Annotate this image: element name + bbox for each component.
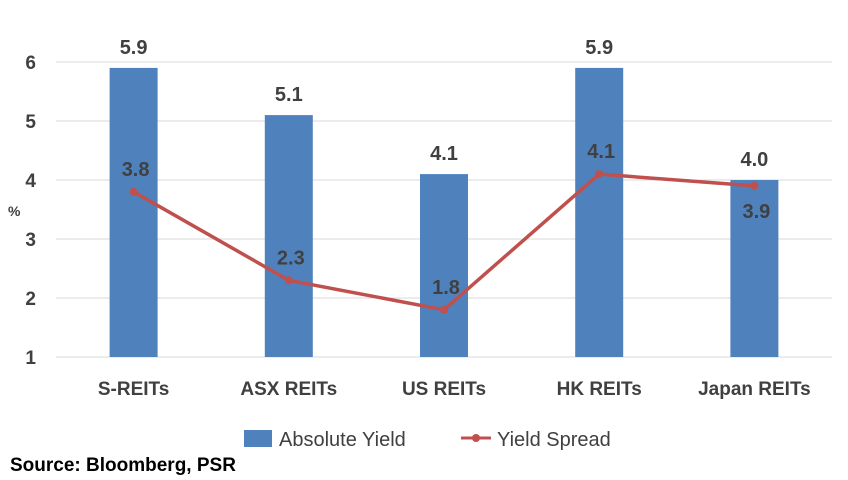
bar-value-label: 4.1 bbox=[430, 143, 458, 165]
legend-line-marker bbox=[472, 434, 480, 442]
line-point bbox=[595, 170, 604, 179]
bar-series: 5.9 5.1 4.1 5.9 4.0 bbox=[109, 37, 779, 358]
bar bbox=[109, 67, 158, 358]
x-category-label: ASX REITs bbox=[240, 379, 337, 400]
legend-bar-swatch bbox=[244, 430, 272, 447]
bar-value-label: 4.0 bbox=[740, 149, 768, 171]
bar-value-label: 5.1 bbox=[275, 84, 303, 106]
bar bbox=[575, 67, 624, 358]
bar bbox=[264, 115, 313, 357]
line-point bbox=[284, 276, 293, 285]
bar-value-label: 5.9 bbox=[585, 37, 613, 59]
line-value-label: 3.9 bbox=[742, 201, 770, 223]
line-point bbox=[129, 187, 138, 196]
legend-line-label: Yield Spread bbox=[497, 429, 611, 451]
line-value-label: 1.8 bbox=[432, 277, 460, 299]
y-tick-label: 4 bbox=[25, 171, 36, 192]
legend: Absolute Yield Yield Spread bbox=[244, 429, 611, 451]
x-category-label: Japan REITs bbox=[698, 379, 811, 400]
y-tick-label: 2 bbox=[25, 289, 36, 310]
line-point bbox=[750, 181, 759, 190]
x-axis-categories: S-REITs ASX REITs US REITs HK REITs Japan RE… bbox=[98, 379, 811, 400]
legend-bar-label: Absolute Yield bbox=[279, 429, 406, 451]
y-tick-label: 3 bbox=[25, 230, 36, 251]
x-category-label: S-REITs bbox=[98, 379, 169, 400]
y-tick-label: 6 bbox=[25, 53, 36, 74]
bar bbox=[420, 174, 468, 357]
line-value-label: 3.8 bbox=[122, 159, 150, 181]
y-tick-label: 5 bbox=[25, 112, 36, 133]
bar-value-label: 5.9 bbox=[120, 37, 148, 59]
y-axis-ticks: 1 2 3 4 5 6 bbox=[25, 53, 36, 369]
line-point bbox=[440, 305, 448, 314]
y-tick-label: 1 bbox=[25, 348, 36, 369]
y-axis-label: % bbox=[8, 203, 21, 219]
line-value-label: 4.1 bbox=[587, 141, 615, 163]
x-category-label: HK REITs bbox=[557, 379, 642, 400]
line-value-label: 2.3 bbox=[277, 247, 305, 269]
bar bbox=[730, 180, 779, 357]
x-category-label: US REITs bbox=[402, 379, 486, 400]
line-series: 3.8 2.3 1.8 4.1 3.9 bbox=[122, 141, 770, 314]
source-note: Source: Bloomberg, PSR bbox=[10, 455, 236, 476]
